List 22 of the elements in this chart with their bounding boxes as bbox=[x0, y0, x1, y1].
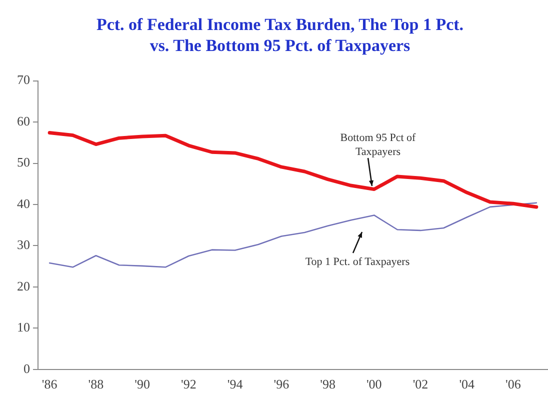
x-tick-label: '98 bbox=[320, 376, 336, 392]
y-tick-label: 50 bbox=[17, 154, 30, 170]
y-tick-label: 0 bbox=[24, 360, 30, 376]
y-tick-label: 20 bbox=[17, 278, 30, 294]
y-tick-label: 10 bbox=[17, 320, 30, 335]
x-tick-label: '90 bbox=[134, 376, 150, 392]
x-tick-label: '00 bbox=[366, 376, 382, 392]
chart-title: Pct. of Federal Income Tax Burden, The Top 1 Pct. vs. The Bottom 95 Pct. of Taxpayers bbox=[95, 14, 465, 56]
annotation: Bottom 95 Pct of Taxpayers bbox=[339, 131, 417, 159]
x-tick-label: '02 bbox=[412, 376, 428, 392]
y-tick-label: 30 bbox=[17, 237, 30, 252]
x-tick-label: '96 bbox=[274, 376, 290, 392]
x-tick-label: '86 bbox=[42, 376, 58, 392]
x-tick-label: '06 bbox=[506, 376, 522, 392]
x-tick-label: '94 bbox=[227, 376, 244, 392]
x-tick-label: '88 bbox=[88, 376, 104, 392]
annotation: Top 1 Pct. of Taxpayers bbox=[304, 255, 411, 269]
x-tick-label: '92 bbox=[181, 376, 196, 392]
y-tick-label: 70 bbox=[17, 72, 30, 88]
y-tick-label: 60 bbox=[17, 113, 30, 128]
x-tick-label: '04 bbox=[459, 376, 476, 392]
y-tick-label: 40 bbox=[17, 196, 30, 211]
